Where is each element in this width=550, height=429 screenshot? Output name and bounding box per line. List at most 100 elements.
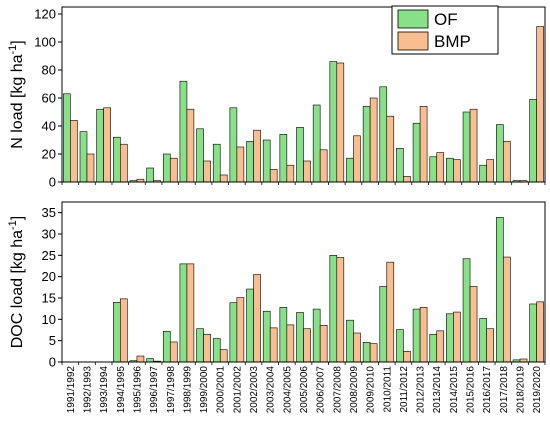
doc-load-bar-of-6 <box>162 330 171 363</box>
doc-load-bar-of-28 <box>529 303 537 363</box>
n-load-bar-of-19 <box>379 86 388 183</box>
n-load-bar-of-23 <box>446 157 454 183</box>
doc-load-bar-bmp-15 <box>319 325 328 363</box>
category-label-17: 2008/2009 <box>349 366 360 414</box>
n-load-y-tick-label-0: 0 <box>49 175 56 190</box>
doc-load-y-tick-label-3: 15 <box>42 291 56 306</box>
n-load-y-tick-label-2: 40 <box>42 119 56 134</box>
n-load-y-tick-label-6: 120 <box>34 7 56 22</box>
category-label-13: 2004/2005 <box>282 366 293 414</box>
n-load-bar-bmp-14 <box>303 160 311 183</box>
doc-load-bar-of-19 <box>379 286 388 363</box>
n-load-bar-bmp-9 <box>219 174 228 183</box>
n-load-bar-of-5 <box>146 167 154 183</box>
n-load-bar-bmp-2 <box>103 107 111 183</box>
doc-load-bar-of-18 <box>362 342 371 363</box>
n-load-bar-bmp-6 <box>169 157 178 183</box>
category-label-22: 2013/2014 <box>432 366 443 414</box>
doc-load-bar-of-24 <box>462 258 471 363</box>
category-label-21: 2012/2013 <box>416 366 427 414</box>
category-label-6: 1997/1998 <box>166 366 177 414</box>
n-load-bar-of-20 <box>396 148 404 183</box>
category-label-11: 2002/2003 <box>249 366 260 414</box>
n-load-bar-bmp-1 <box>86 153 95 183</box>
category-label-16: 2007/2008 <box>332 366 343 414</box>
doc-load-bar-of-11 <box>246 288 254 363</box>
doc-load-bar-bmp-23 <box>453 311 461 363</box>
category-label-26: 2017/2018 <box>499 366 510 414</box>
doc-load-bar-of-21 <box>412 308 421 363</box>
legend-label-bmp: BMP <box>434 32 471 51</box>
doc-load-bar-of-23 <box>446 313 454 363</box>
doc-load-bar-of-10 <box>229 302 238 363</box>
category-label-7: 1998/1999 <box>182 366 193 414</box>
doc-load-bar-bmp-24 <box>469 286 478 363</box>
n-load-bar-bmp-15 <box>319 149 328 183</box>
n-load-bar-bmp-11 <box>253 129 261 183</box>
n-load-bar-bmp-28 <box>536 26 544 183</box>
doc-load-bar-of-25 <box>479 318 488 363</box>
doc-load-y-tick-label-7: 35 <box>42 205 56 220</box>
n-load-bar-bmp-7 <box>186 108 195 183</box>
doc-load-bar-bmp-26 <box>503 256 511 363</box>
doc-load-bar-of-17 <box>346 319 354 363</box>
doc-load-bar-of-13 <box>279 307 288 363</box>
n-load-bar-bmp-18 <box>369 97 378 183</box>
n-load-bar-bmp-12 <box>269 169 278 183</box>
category-label-12: 2003/2004 <box>266 366 277 414</box>
n-load-bar-bmp-26 <box>503 141 511 183</box>
category-labels: 1991/1992 1992/1993 1993/1994 1994/1995 1995… <box>66 366 543 414</box>
doc-load-bar-of-26 <box>496 217 504 363</box>
category-label-2: 1993/1994 <box>99 366 110 414</box>
doc-load-bar-bmp-25 <box>486 328 495 363</box>
n-load-bar-of-25 <box>479 164 488 183</box>
n-load-y-tick-label-3: 60 <box>42 91 56 106</box>
n-load-panel: 0 20 40 60 80 100 120 N load [kg ha-1] <box>7 6 546 190</box>
category-label-18: 2009/2010 <box>366 366 377 414</box>
n-load-bar-of-9 <box>212 143 221 183</box>
category-label-3: 1994/1995 <box>116 366 127 414</box>
n-load-y-tick-label-4: 80 <box>42 63 56 78</box>
doc-load-bar-bmp-28 <box>536 301 544 363</box>
n-load-bar-of-13 <box>279 134 288 183</box>
doc-load-y-tick-label-0: 0 <box>49 355 56 370</box>
n-load-bar-of-0 <box>63 93 71 183</box>
n-load-bar-of-6 <box>162 153 171 183</box>
n-load-bar-of-24 <box>462 111 471 183</box>
category-label-8: 1999/2000 <box>199 366 210 414</box>
doc-load-bar-bmp-16 <box>336 257 345 363</box>
n-load-bar-of-12 <box>262 139 271 183</box>
n-load-bar-of-15 <box>312 104 321 183</box>
category-label-25: 2016/2017 <box>482 366 493 414</box>
doc-load-y-tick-label-5: 25 <box>42 248 56 263</box>
category-label-15: 2006/2007 <box>316 366 327 414</box>
n-load-bar-of-7 <box>179 80 188 183</box>
doc-load-bar-bmp-10 <box>236 297 245 363</box>
legend-label-of: OF <box>434 10 458 29</box>
doc-load-bar-of-14 <box>296 312 304 363</box>
n-load-y-tick-label-1: 20 <box>42 147 56 162</box>
category-label-23: 2014/2015 <box>449 366 460 414</box>
doc-load-bar-of-5 <box>146 358 154 363</box>
n-load-bar-of-21 <box>412 122 421 183</box>
n-load-bar-bmp-17 <box>353 135 361 183</box>
n-load-bar-bmp-22 <box>436 152 445 183</box>
category-label-14: 2005/2006 <box>299 366 310 414</box>
n-load-bar-bmp-24 <box>469 108 478 183</box>
doc-load-bar-of-3 <box>113 301 121 363</box>
category-label-19: 2010/2011 <box>382 366 393 413</box>
doc-load-bar-bmp-3 <box>119 298 128 363</box>
n-load-y-tick-label-5: 100 <box>34 35 56 50</box>
doc-load-bar-of-12 <box>262 310 271 363</box>
n-load-bar-bmp-21 <box>419 106 428 183</box>
doc-load-bar-bmp-7 <box>186 263 195 363</box>
doc-load-bar-of-7 <box>179 263 188 363</box>
doc-load-bar-bmp-17 <box>353 332 361 363</box>
doc-load-y-tick-label-4: 20 <box>42 269 56 284</box>
doc-load-y-tick-label-1: 5 <box>49 333 56 348</box>
category-label-27: 2018/2019 <box>516 366 527 414</box>
category-label-10: 2001/2002 <box>232 366 243 414</box>
category-label-24: 2015/2016 <box>466 366 477 414</box>
doc-load-panel: 0 5 10 15 20 25 30 35 DOC load [kg ha-1] <box>7 201 546 370</box>
n-load-bar-of-1 <box>79 131 88 183</box>
